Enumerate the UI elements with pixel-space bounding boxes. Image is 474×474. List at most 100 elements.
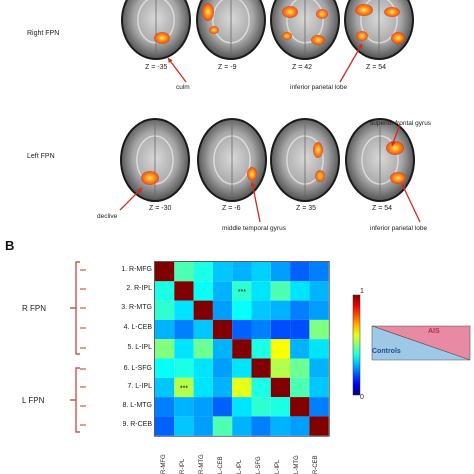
brain-slice [270,118,340,202]
heatmap-cell [290,416,310,436]
bracket-l-fpn [70,367,80,433]
colorbar [352,294,361,396]
heatmap-cell [251,397,271,417]
activation-cluster [154,32,170,44]
heatmap-cell [251,339,271,359]
x-tick-label: L-CEB [218,456,224,474]
roi-label: 5. L-IPL [127,344,152,351]
annotation-culm: culm [176,84,190,91]
heatmap-cell [155,262,175,282]
legend-ais-label: AIS [428,328,440,335]
heatmap-cell [290,377,310,398]
x-tick-label: L-IPL [275,459,281,474]
activation-cluster [209,26,219,34]
roi-label: 6. L-SFG [123,365,152,372]
heatmap-cell [155,300,175,320]
brain-slice [345,118,415,202]
activation-cluster [247,167,257,181]
activation-cluster [282,32,292,40]
heatmap-cell [212,300,233,320]
activation-cluster [311,35,325,45]
heatmap-cell [212,319,233,340]
panel-a: Right FPN Left FPN Z = -35 Z = -9 Z = 42… [27,0,432,232]
heatmap-cell [290,339,310,359]
activation-cluster [356,31,368,41]
activation-cluster [315,170,325,182]
roi-label: 7. L-IPL [127,383,152,390]
heatmap-cell [174,397,194,417]
z-label: Z = -9 [218,64,237,71]
x-tick-label: L-IPL [237,459,243,474]
heatmap-cell [174,416,194,436]
activation-cluster [316,9,328,19]
heatmap-cell [270,416,291,436]
z-label: Z = -6 [222,205,241,212]
row-label-right-fpn: Right FPN [27,30,60,37]
z-label: Z = 54 [372,205,393,212]
heatmap-cell [232,319,252,340]
arrow-head [168,58,173,63]
heatmap-cell [193,377,213,398]
heatmap-cell [309,377,329,398]
heatmap-cell [232,397,252,417]
brain-slice [197,118,267,202]
brain-slices-figure [119,0,421,223]
heatmap-cell [155,377,175,398]
legend-controls-triangle [371,325,471,361]
heatmap-cell [309,262,329,282]
annotation-inferior-parietal-lobe-left: inferior parietal lobe [370,225,428,232]
heatmap-cell [193,358,213,378]
arrow-head [401,184,407,189]
panel-b: B R FPN L FPN 1. R-MFG 2. R-IPL 3. R-MTG… [0,238,474,474]
heatmap-cell [309,339,329,359]
brain-slice [270,0,340,60]
brain-slice [121,0,191,60]
heatmap-cell [251,281,271,301]
heatmap-cell [212,416,233,436]
heatmap-cell [309,416,329,436]
heatmap-cell [212,358,233,378]
x-tick-label: R-MFG [161,454,167,474]
heatmap-cell [232,262,252,282]
heatmap-cell [270,300,291,320]
annotation-superior-frontal-gyrus: superior frontal gyrus [370,120,432,127]
heatmap-cell [270,358,291,378]
annotation-middle-temporal-gyrus: middle temporal gyrus [222,225,286,232]
heatmap-cell [155,358,175,378]
heatmap-cell [290,300,310,320]
arrow-head [391,141,396,146]
bracket-r-fpn [70,261,80,355]
heatmap-cell [155,416,175,436]
heatmap-cell [212,262,233,282]
heatmap-cell [232,416,252,436]
heatmap-cell [290,397,310,417]
group-label-r-fpn: R FPN [22,304,46,313]
heatmap-cell [155,397,175,417]
heatmap-cell [251,377,271,398]
heatmap-cell [232,358,252,378]
heatmap-cell [232,281,252,301]
activation-cluster [390,172,406,184]
heatmap-cell [270,339,291,359]
z-label: Z = 54 [366,64,387,71]
heatmap-cell [193,397,213,417]
heatmap-cell [251,358,271,378]
heatmap-cell [309,358,329,378]
heatmap-cell [232,377,252,398]
arrow-head [250,182,256,187]
heatmap-cell [174,300,194,320]
roi-label: 2. R-IPL [126,285,152,292]
significance-mark: *** [180,385,188,392]
z-label: Z = -35 [145,64,168,71]
heatmap-cell [212,339,233,359]
arrow-head [357,44,362,49]
annotation-arrow [339,43,363,83]
group-label-l-fpn: L FPN [22,396,45,405]
roi-label: 8. L-MTG [122,402,152,409]
heatmap-cell [193,300,213,320]
heatmap-cell [155,339,175,359]
heatmap-cell [174,319,194,340]
heatmap-cell [270,281,291,301]
heatmap-cell [193,262,213,282]
roi-label: 9. R-CEB [122,421,152,428]
